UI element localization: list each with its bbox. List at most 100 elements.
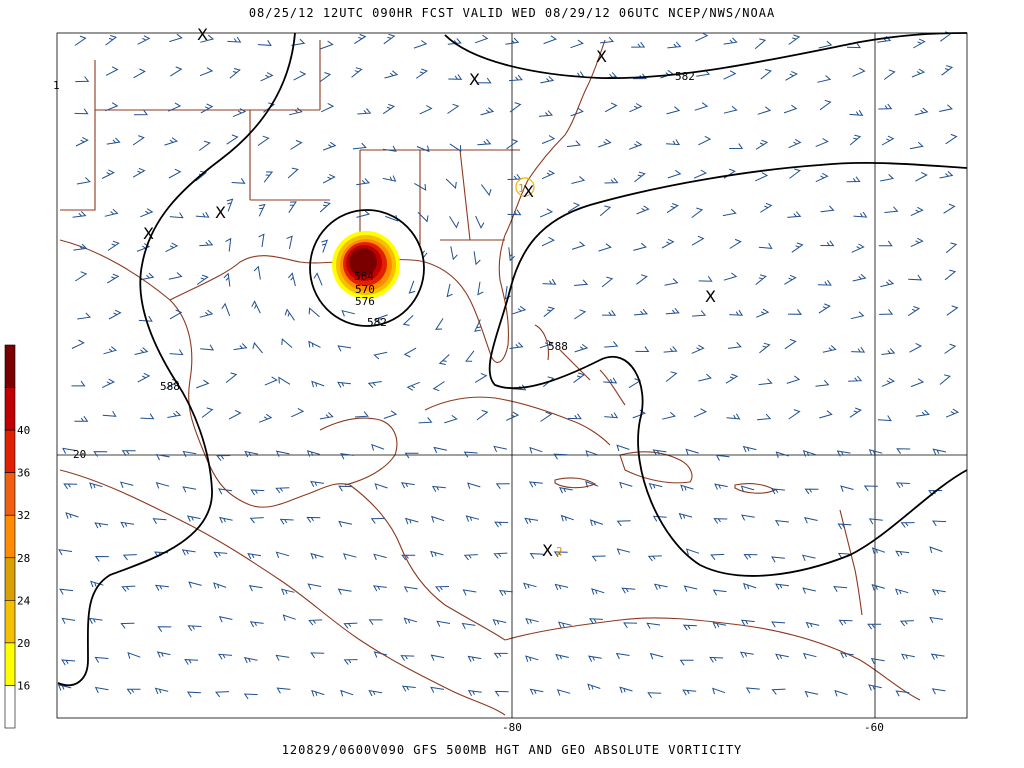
contour-label-564: 564: [354, 270, 374, 283]
wind-barb: [553, 453, 568, 460]
wind-barb: [106, 273, 120, 284]
wind-barb: [431, 485, 446, 492]
wind-barb: [788, 409, 801, 420]
lat-label-20: 20: [73, 448, 86, 461]
wind-barb: [804, 488, 819, 495]
wind-barb: [945, 408, 960, 418]
contour-label-570: 570: [355, 283, 375, 296]
wind-barb: [698, 373, 712, 382]
wind-barb: [570, 107, 584, 117]
center-x-7: X: [705, 287, 716, 306]
wind-barb: [621, 587, 636, 594]
wind-barb: [932, 520, 947, 527]
wind-barb: [883, 69, 896, 80]
wind-barb: [679, 659, 694, 666]
wind-barb: [430, 550, 444, 558]
wind-barb: [755, 274, 767, 285]
wind-barb: [200, 103, 214, 114]
wind-barb: [404, 452, 419, 459]
wind-barb: [77, 312, 92, 320]
wind-barb: [73, 243, 88, 251]
height-contours: [57, 32, 968, 687]
wind-barb: [57, 684, 72, 691]
wind-barb: [509, 102, 522, 113]
wind-barb: [417, 211, 429, 223]
contour-label-576: 576: [355, 295, 375, 308]
map-header: 08/25/12 12UTC 090HR FCST VALID WED 08/2…: [248, 6, 776, 20]
wind-barb: [788, 34, 801, 45]
wind-barb: [403, 586, 418, 593]
wind-barb: [356, 178, 371, 186]
wind-barb: [253, 265, 261, 280]
colorbar-swatch: [4, 429, 16, 473]
wind-barb: [461, 622, 476, 630]
wind-barb: [232, 108, 247, 118]
colorbar-label: 32: [17, 509, 30, 522]
wind-barb: [729, 238, 742, 249]
wind-barb: [895, 482, 910, 489]
wind-barb: [560, 514, 574, 522]
wind-barb: [555, 653, 569, 661]
wind-barb: [867, 623, 882, 630]
wind-barb: [729, 143, 744, 149]
wind-barb: [75, 271, 88, 282]
wind-barb: [105, 102, 119, 112]
wind-barb: [587, 683, 601, 691]
wind-barb: [278, 376, 291, 385]
wind-barb: [480, 107, 495, 116]
wind-barb: [805, 621, 820, 629]
wind-barb: [340, 453, 354, 460]
wind-barb: [691, 344, 705, 354]
wind-barb: [682, 689, 697, 696]
wind-barb: [619, 481, 633, 489]
wind-barb: [475, 215, 485, 229]
wind-barb: [406, 381, 420, 391]
wind-barb: [895, 690, 910, 697]
wind-barb: [156, 651, 171, 658]
wind-barb: [132, 167, 146, 178]
center-markers: X X X X X X X X: [143, 25, 716, 560]
wind-barb: [818, 40, 833, 49]
wind-barb: [430, 686, 445, 693]
wind-barb: [896, 448, 911, 454]
wind-barb: [633, 242, 647, 251]
wind-barb: [871, 584, 885, 591]
wind-barb: [463, 554, 478, 561]
wind-barb: [71, 380, 86, 387]
wind-barb: [913, 38, 926, 49]
wind-barb: [493, 652, 508, 659]
small-vort: [515, 177, 535, 197]
wind-barb: [367, 381, 382, 389]
wind-barb: [170, 66, 183, 77]
wind-barb: [133, 68, 146, 79]
wind-barb: [322, 141, 337, 151]
wind-barb: [319, 72, 332, 83]
wind-barb: [94, 522, 109, 529]
wind-barb: [288, 272, 296, 287]
wind-barb: [775, 451, 789, 458]
wind-barb: [320, 102, 335, 113]
colorbar-swatch: [4, 514, 16, 559]
wind-barb: [132, 135, 145, 146]
wind-barb: [666, 203, 679, 214]
wind-barb: [574, 343, 589, 353]
wind-barb: [401, 685, 416, 692]
wind-barb: [755, 139, 769, 150]
wind-barb: [881, 135, 895, 146]
wind-barb: [585, 480, 599, 488]
wind-barb: [218, 653, 233, 660]
wind-barb: [494, 521, 509, 528]
wind-barb: [383, 33, 396, 45]
wind-barb: [712, 622, 727, 629]
wind-barb: [603, 377, 618, 384]
wind-barb: [279, 518, 294, 525]
wind-barb: [444, 414, 458, 424]
wind-barb: [878, 103, 893, 110]
wind-barb: [820, 240, 835, 247]
wind-barb: [249, 517, 264, 524]
wind-barb: [105, 66, 119, 76]
wind-barb: [414, 182, 427, 191]
wind-barb: [863, 485, 878, 492]
wind-barb: [589, 618, 603, 625]
